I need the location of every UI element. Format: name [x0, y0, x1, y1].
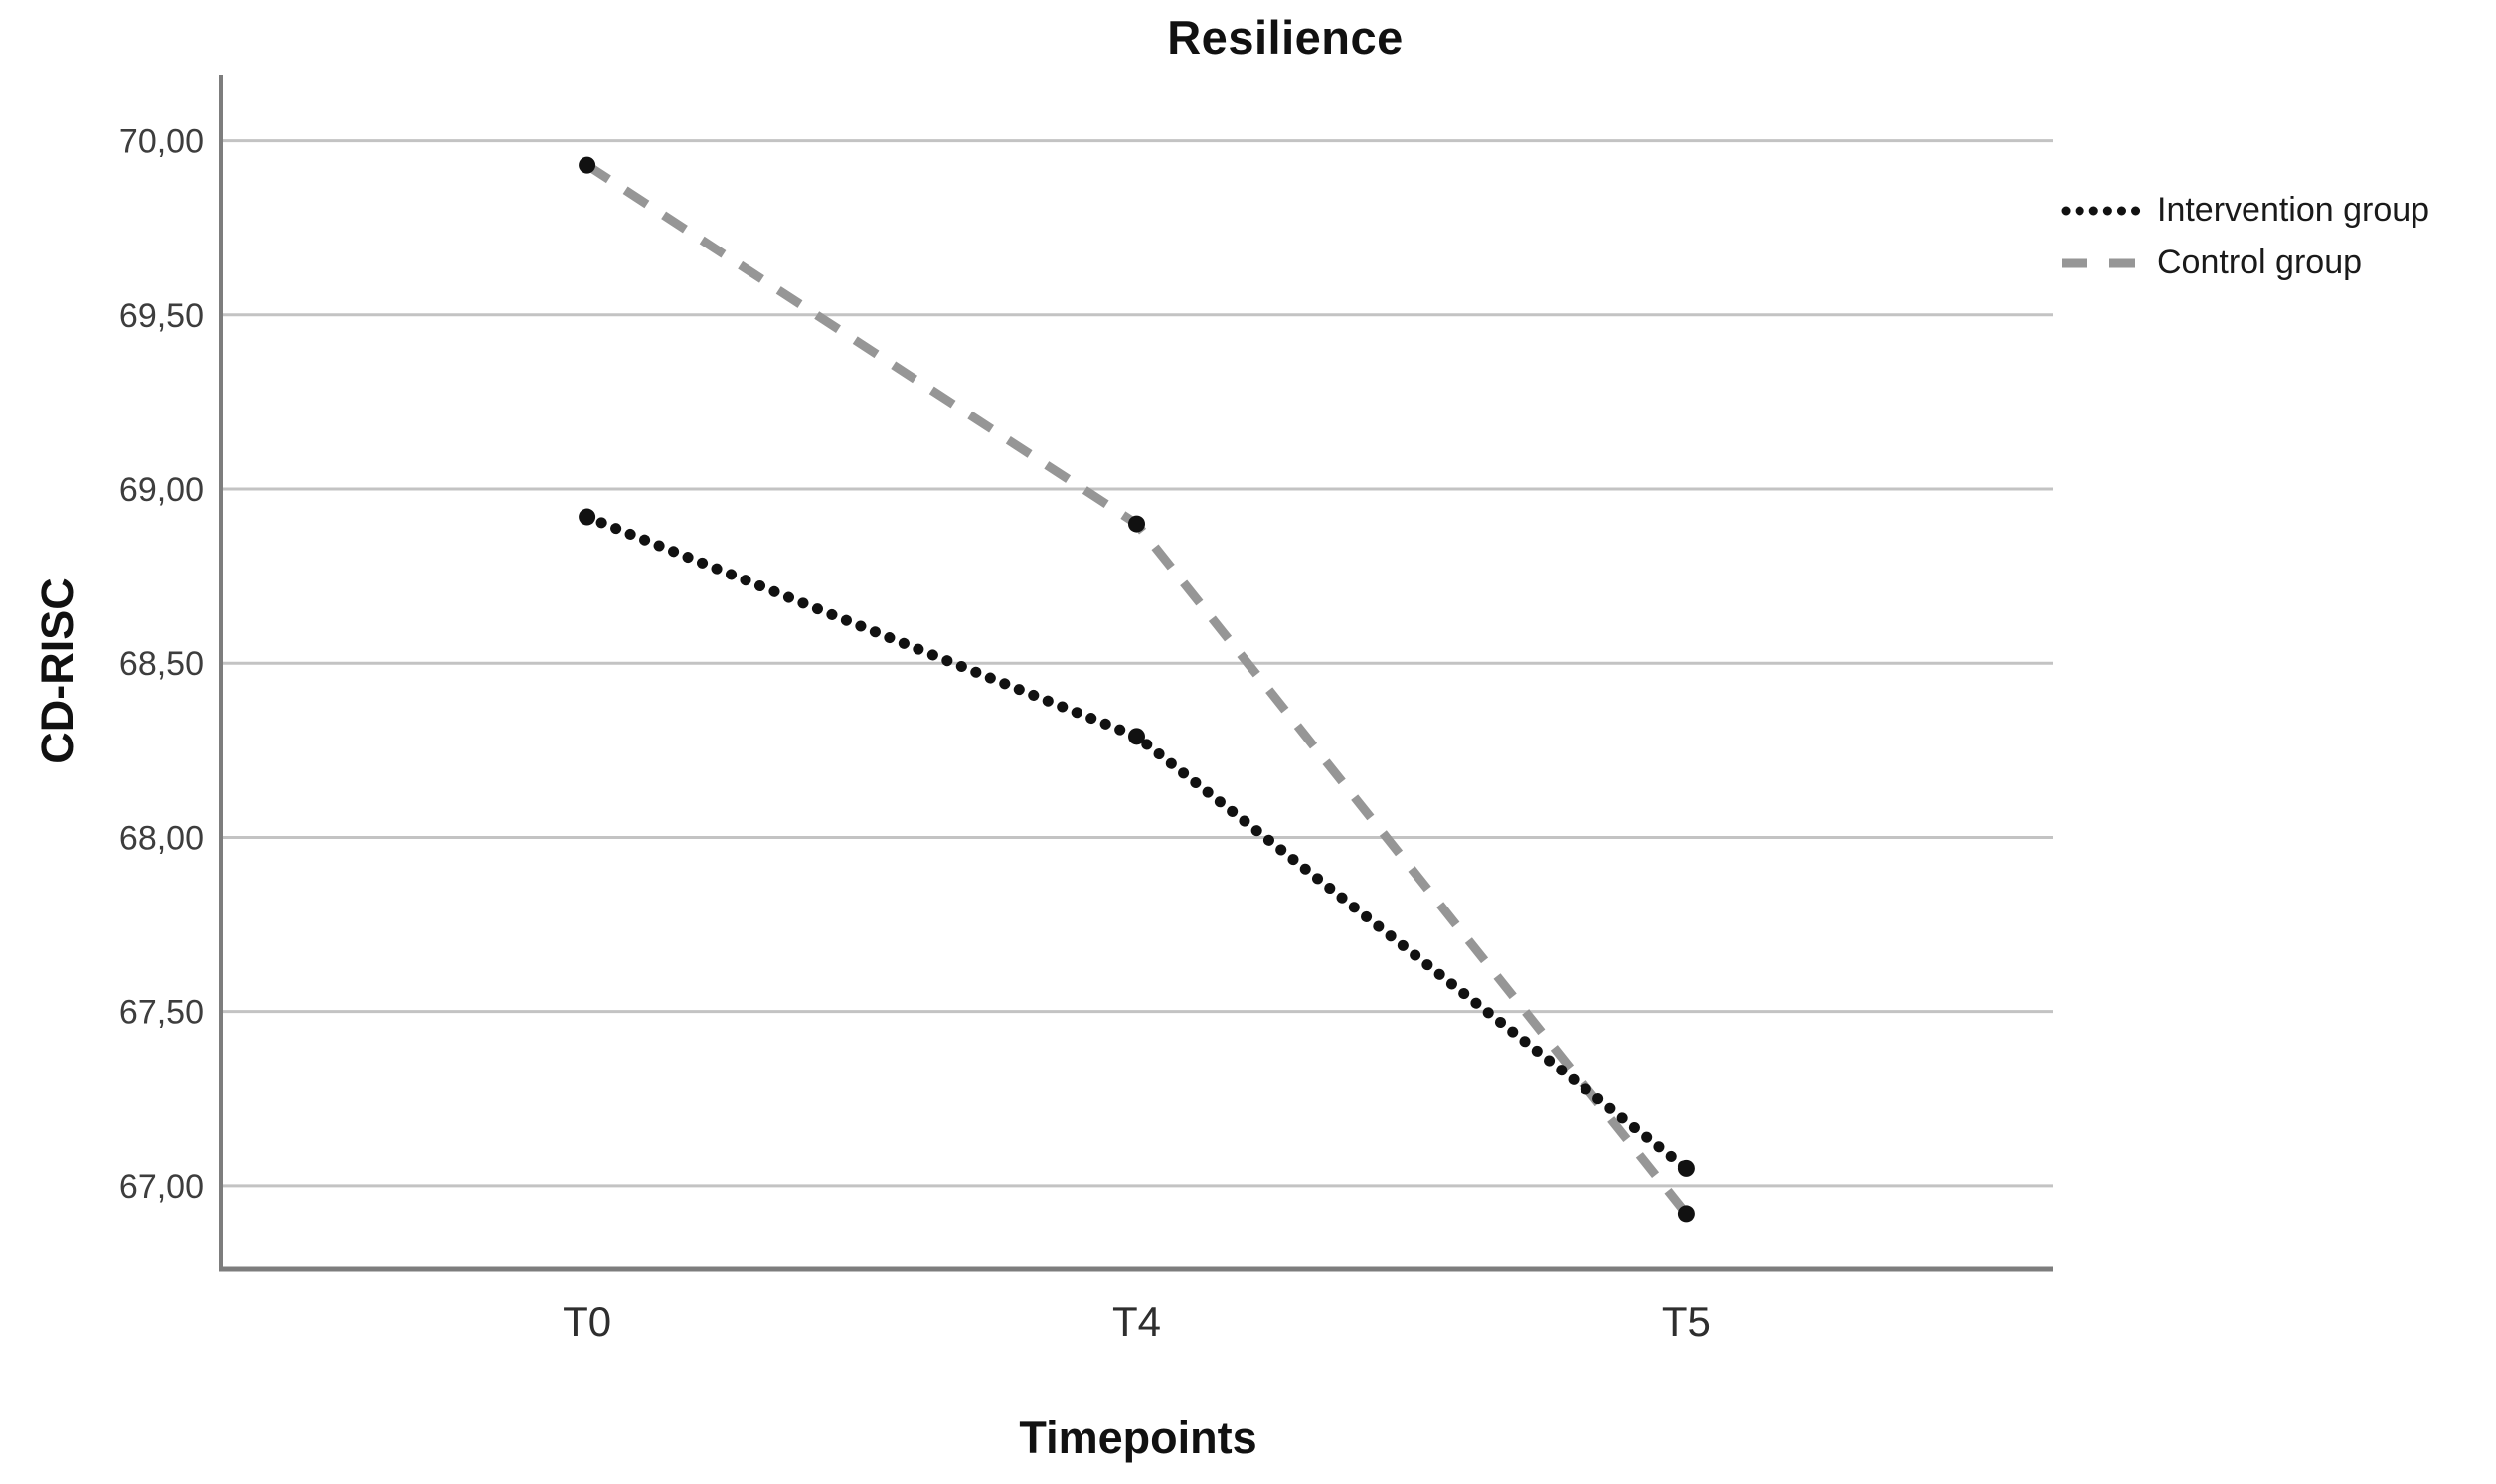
legend-label-control: Control group — [2157, 244, 2363, 281]
data-point — [1128, 515, 1145, 533]
y-tick-label: 67,00 — [119, 1168, 204, 1206]
legend-item-control: Control group — [2060, 244, 2429, 282]
axes — [219, 75, 2053, 1272]
y-tick-labels: 67,00 67,50 68,00 68,50 69,00 69,50 70,00 — [119, 123, 204, 1206]
x-tick-label: T4 — [1112, 1298, 1161, 1345]
data-point-markers — [579, 156, 1695, 1223]
chart-title: Resilience — [1167, 11, 1404, 64]
data-point — [579, 508, 596, 526]
dashed-line-icon — [2062, 258, 2145, 267]
y-axis-title: CD-RISC — [32, 577, 83, 764]
data-point — [1128, 728, 1145, 745]
y-tick-label: 68,50 — [119, 645, 204, 683]
x-tick-label: T5 — [1662, 1298, 1711, 1345]
y-tick-label: 67,50 — [119, 994, 204, 1032]
y-tick-label: 68,00 — [119, 819, 204, 857]
y-tick-label: 70,00 — [119, 123, 204, 161]
x-axis-title: Timepoints — [1019, 1412, 1257, 1463]
data-point — [1677, 1159, 1695, 1177]
y-tick-label: 69,00 — [119, 471, 204, 509]
legend-label-intervention: Intervention group — [2157, 191, 2430, 229]
y-tick-label: 69,50 — [119, 297, 204, 335]
gridlines — [221, 139, 2053, 1188]
series-line-control — [584, 161, 1690, 1217]
series-line-intervention — [582, 511, 1692, 1174]
legend-item-intervention: Intervention group — [2060, 191, 2429, 230]
x-tick-label: T0 — [563, 1298, 611, 1345]
data-point — [1677, 1205, 1695, 1223]
x-tick-labels: T0 T4 T5 — [563, 1298, 1711, 1345]
data-point — [579, 156, 596, 174]
series-lines — [582, 161, 1692, 1217]
legend: Intervention group Control group — [2060, 191, 2429, 282]
dotted-line-icon — [2061, 206, 2145, 215]
